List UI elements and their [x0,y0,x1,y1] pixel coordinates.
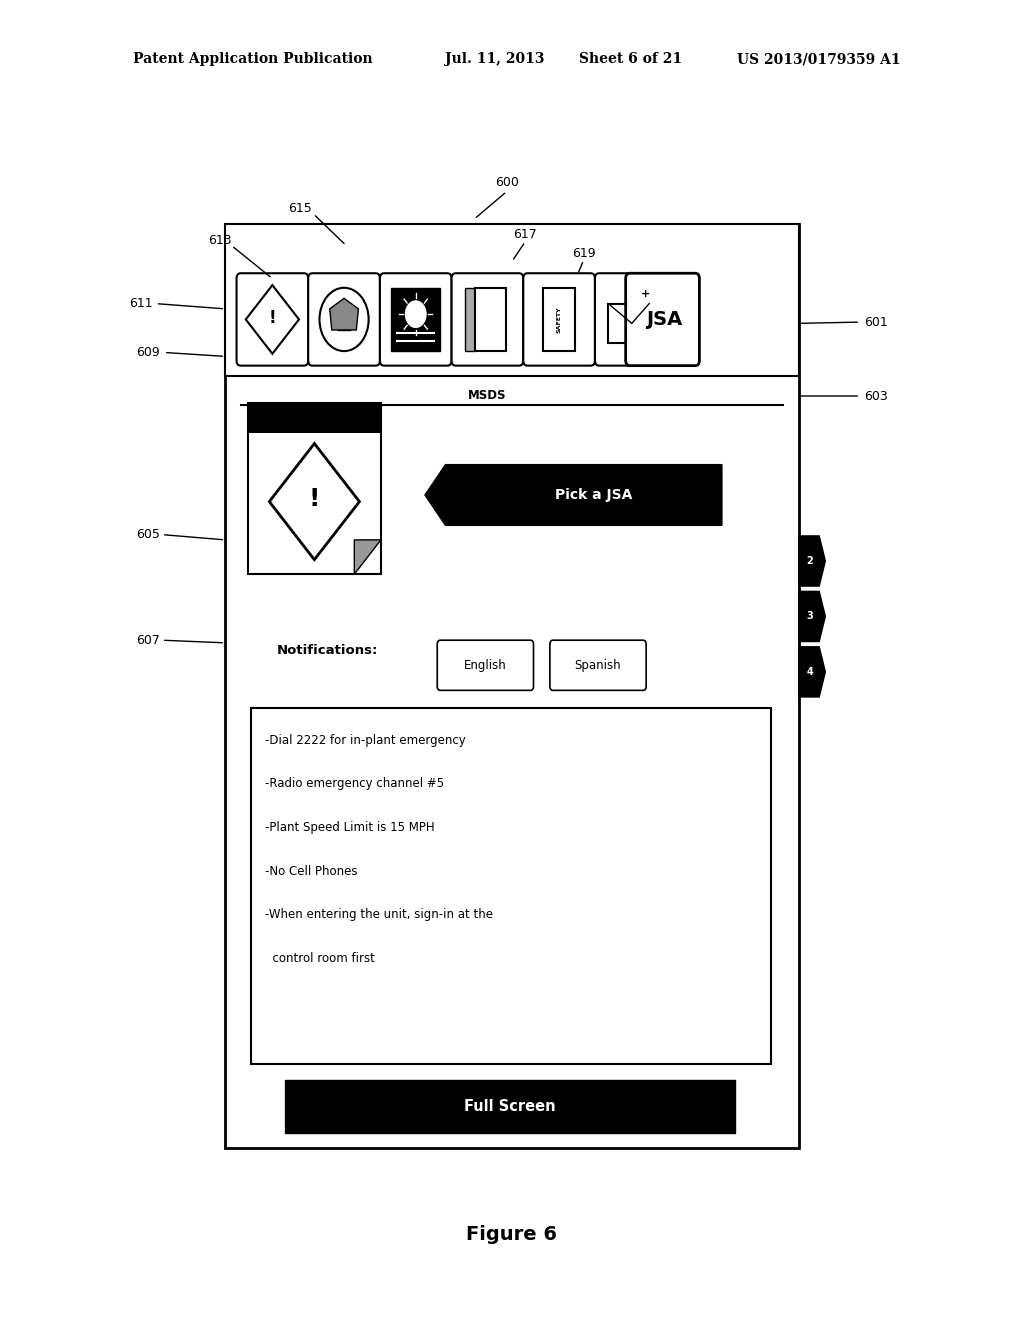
Polygon shape [799,591,825,642]
Text: 4: 4 [807,667,813,677]
Text: Pick a JSA: Pick a JSA [555,488,633,502]
Text: 607: 607 [136,634,161,647]
Text: 605: 605 [136,528,161,541]
Polygon shape [330,298,358,330]
Text: control room first: control room first [265,952,375,965]
Circle shape [319,288,369,351]
Text: 617: 617 [513,228,538,242]
Text: 613: 613 [208,234,232,247]
Text: 619: 619 [571,247,596,260]
Polygon shape [799,536,825,586]
Text: !: ! [308,487,321,511]
Bar [543,288,575,351]
Text: -Radio emergency channel #5: -Radio emergency channel #5 [265,777,444,791]
FancyBboxPatch shape [452,273,523,366]
Circle shape [634,280,656,309]
Text: 601: 601 [863,315,888,329]
Bar [248,403,381,574]
Text: Spanish: Spanish [574,659,622,672]
FancyBboxPatch shape [437,640,534,690]
Text: US 2013/0179359 A1: US 2013/0179359 A1 [737,53,901,66]
Bar [475,288,506,351]
Text: SAFETY: SAFETY [557,306,561,333]
Bar [248,403,381,433]
FancyBboxPatch shape [237,273,308,366]
Circle shape [406,301,426,327]
Polygon shape [799,647,825,697]
Text: -No Cell Phones: -No Cell Phones [265,865,357,878]
FancyBboxPatch shape [308,273,380,366]
Text: -Plant Speed Limit is 15 MPH: -Plant Speed Limit is 15 MPH [265,821,435,834]
Text: Figure 6: Figure 6 [467,1225,557,1243]
Text: English: English [464,659,507,672]
Bar [225,224,799,1148]
Polygon shape [246,285,299,354]
Text: 615: 615 [288,202,312,215]
Text: Patent Application Publication: Patent Application Publication [133,53,373,66]
Text: 2: 2 [807,556,813,566]
Bar [251,708,771,1064]
FancyBboxPatch shape [380,273,452,366]
Bar [465,288,475,351]
Text: MSDS: MSDS [468,389,507,403]
Bar [285,1080,735,1133]
Polygon shape [354,540,381,574]
Text: Jul. 11, 2013: Jul. 11, 2013 [445,53,545,66]
Text: !: ! [268,309,276,327]
Text: +: + [640,289,650,300]
FancyBboxPatch shape [523,273,595,366]
Text: 611: 611 [129,297,154,310]
Bar [608,304,649,343]
Text: -Dial 2222 for in-plant emergency: -Dial 2222 for in-plant emergency [265,734,466,747]
Text: -When entering the unit, sign-in at the: -When entering the unit, sign-in at the [265,908,494,921]
Text: JSA: JSA [646,310,683,329]
Bar [225,224,799,376]
Text: 3: 3 [807,611,813,622]
Bar [391,288,440,351]
Text: 603: 603 [863,389,888,403]
Polygon shape [269,444,359,560]
FancyBboxPatch shape [550,640,646,690]
Polygon shape [425,465,722,525]
FancyBboxPatch shape [595,273,667,366]
Text: Full Screen: Full Screen [464,1098,556,1114]
Text: 600: 600 [495,176,519,189]
FancyBboxPatch shape [626,273,699,366]
Text: 609: 609 [136,346,161,359]
Text: Sheet 6 of 21: Sheet 6 of 21 [579,53,682,66]
Text: Notifications:: Notifications: [276,644,378,657]
